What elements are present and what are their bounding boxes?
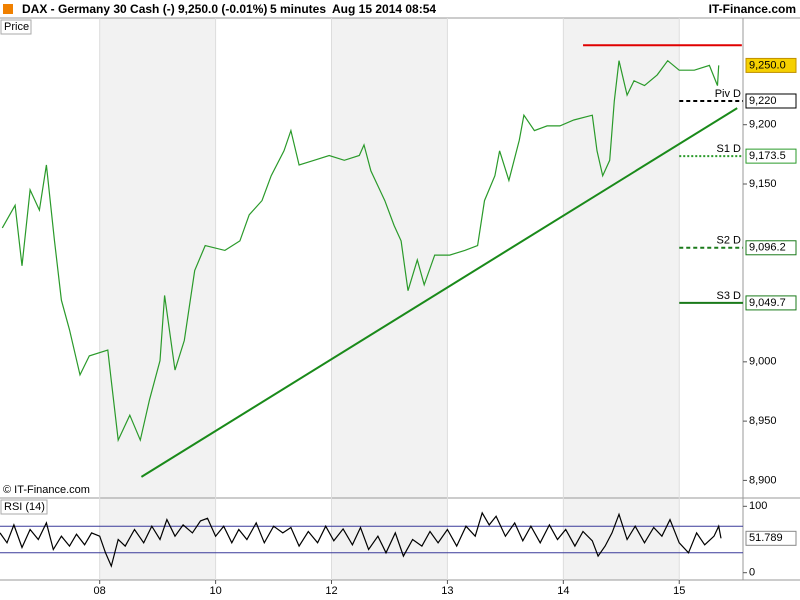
current-value-box	[745, 530, 797, 546]
pivot-name: S2 D	[717, 235, 742, 247]
pivot-value-box	[745, 295, 797, 311]
pivot-name: Piv D	[715, 88, 741, 100]
timestamp: Aug 15 2014 08:54	[332, 2, 436, 16]
trend-line	[140, 107, 738, 478]
pivot-value: 9,220	[749, 95, 777, 107]
rsi-panel-title: RSI (14)	[4, 501, 45, 513]
logo-icon	[3, 4, 13, 14]
x-tick-label: 15	[673, 585, 685, 597]
panel-title-box	[0, 19, 32, 35]
pivot-value-box	[745, 240, 797, 256]
interval: 5 minutes	[270, 2, 326, 16]
price-line	[0, 511, 722, 568]
day-band	[99, 18, 216, 580]
day-band	[563, 18, 680, 580]
y-tick-label: 9,150	[749, 178, 777, 190]
current-value: 9,250.0	[749, 59, 786, 71]
y-tick-label: 8,900	[749, 474, 777, 486]
x-tick-label: 10	[209, 585, 221, 597]
x-tick-label: 12	[325, 585, 337, 597]
pivot-name: S3 D	[717, 290, 742, 302]
current-value: 51.789	[749, 532, 783, 544]
y-tick-label: 9,200	[749, 119, 777, 131]
y-tick-label: 8,950	[749, 415, 777, 427]
price-panel-title: Price	[4, 21, 29, 33]
y-tick-label: 100	[749, 500, 767, 512]
quote: 9,250.0 (-0.01%)	[178, 2, 267, 16]
x-tick-label: 08	[94, 585, 106, 597]
day-shading	[99, 18, 680, 580]
pivot-value: 9,173.5	[749, 150, 786, 162]
pivot-value: 9,049.7	[749, 297, 786, 309]
instrument: DAX - Germany 30 Cash (-)	[22, 2, 175, 16]
y-tick-label: 9,000	[749, 356, 777, 368]
y-tick-label: 0	[749, 567, 755, 579]
panel-title-box	[0, 499, 48, 515]
brand: IT-Finance.com	[709, 2, 796, 16]
x-tick-label: 14	[557, 585, 569, 597]
pivot-name: S1 D	[717, 143, 742, 155]
pivot-value: 9,096.2	[749, 242, 786, 254]
pivot-value-box	[745, 93, 797, 109]
current-value-box	[745, 57, 797, 73]
pivot-value-box	[745, 148, 797, 164]
price-line	[1, 59, 720, 443]
x-tick-label: 13	[441, 585, 453, 597]
copyright: © IT-Finance.com	[3, 484, 90, 496]
